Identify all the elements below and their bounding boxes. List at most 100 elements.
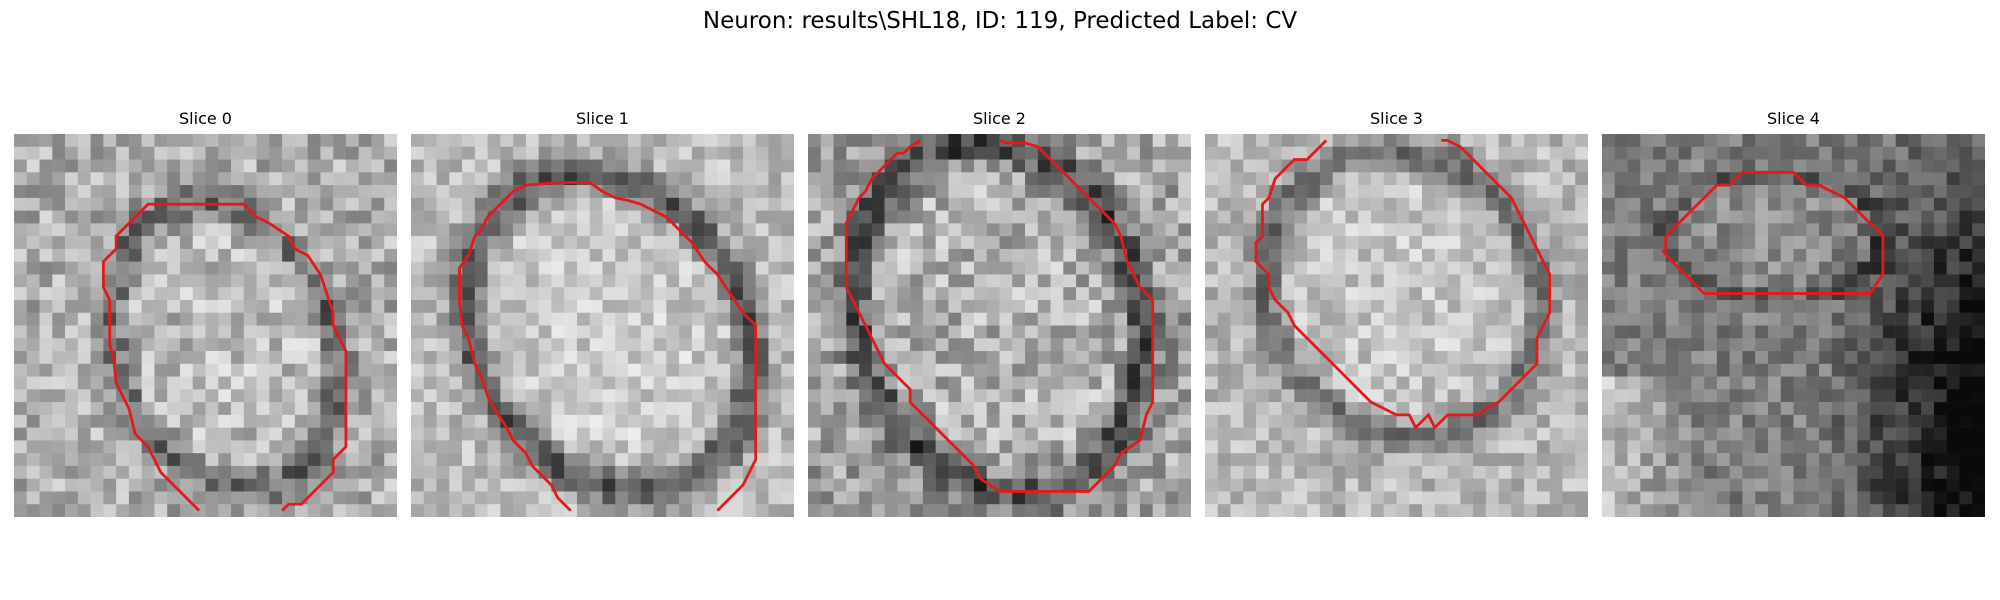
image-pixel	[1294, 287, 1308, 301]
image-pixel	[1396, 440, 1410, 454]
image-pixel	[1498, 440, 1512, 454]
slice-image	[411, 134, 794, 517]
image-pixel	[691, 427, 705, 441]
image-pixel	[961, 402, 975, 416]
image-pixel	[513, 210, 527, 224]
image-pixel	[1383, 185, 1397, 199]
image-pixel	[1409, 185, 1423, 199]
image-pixel	[77, 414, 91, 428]
image-pixel	[1217, 146, 1231, 160]
image-pixel	[179, 146, 193, 160]
image-pixel	[269, 274, 283, 288]
image-pixel	[256, 351, 270, 365]
image-pixel	[1972, 504, 1985, 517]
image-pixel	[538, 248, 552, 262]
image-pixel	[1819, 414, 1833, 428]
image-pixel	[602, 465, 616, 479]
image-pixel	[1178, 274, 1191, 288]
image-pixel	[897, 172, 911, 186]
image-pixel	[1370, 414, 1384, 428]
image-pixel	[1691, 389, 1705, 403]
image-pixel	[1101, 146, 1115, 160]
image-pixel	[1332, 134, 1346, 148]
image-pixel	[128, 389, 142, 403]
image-pixel	[128, 453, 142, 467]
image-pixel	[1025, 414, 1039, 428]
image-pixel	[1114, 287, 1128, 301]
image-pixel	[742, 146, 756, 160]
image-pixel	[846, 338, 860, 352]
image-pixel	[1217, 491, 1231, 505]
image-pixel	[294, 223, 308, 237]
image-pixel	[1101, 261, 1115, 275]
image-pixel	[65, 236, 79, 250]
image-pixel	[730, 504, 744, 517]
image-pixel	[52, 248, 66, 262]
image-pixel	[653, 159, 667, 173]
image-pixel	[742, 504, 756, 517]
image-pixel	[384, 312, 397, 326]
image-pixel	[564, 134, 578, 148]
image-pixel	[205, 236, 219, 250]
image-pixel	[1691, 504, 1705, 517]
image-pixel	[65, 274, 79, 288]
image-pixel	[1383, 312, 1397, 326]
image-pixel	[1383, 287, 1397, 301]
image-pixel	[1767, 134, 1781, 148]
image-pixel	[449, 351, 463, 365]
image-pixel	[231, 185, 245, 199]
image-pixel	[1780, 414, 1794, 428]
image-pixel	[384, 363, 397, 377]
image-pixel	[1473, 504, 1487, 517]
image-pixel	[167, 363, 181, 377]
image-pixel	[1895, 427, 1909, 441]
image-pixel	[39, 325, 53, 339]
image-pixel	[602, 134, 616, 148]
image-pixel	[358, 325, 372, 339]
image-pixel	[1524, 351, 1538, 365]
image-pixel	[871, 172, 885, 186]
image-pixel	[345, 134, 359, 148]
image-pixel	[179, 261, 193, 275]
image-pixel	[1358, 159, 1372, 173]
image-pixel	[1831, 389, 1845, 403]
image-pixel	[1857, 389, 1871, 403]
image-pixel	[935, 159, 949, 173]
image-pixel	[564, 465, 578, 479]
image-pixel	[1370, 159, 1384, 173]
image-pixel	[1819, 236, 1833, 250]
image-pixel	[1139, 376, 1153, 390]
image-pixel	[1972, 261, 1985, 275]
image-pixel	[77, 478, 91, 492]
image-pixel	[116, 274, 130, 288]
image-pixel	[1640, 134, 1654, 148]
image-pixel	[1088, 389, 1102, 403]
image-pixel	[116, 453, 130, 467]
image-pixel	[1422, 376, 1436, 390]
image-pixel	[679, 427, 693, 441]
image-pixel	[371, 146, 385, 160]
image-pixel	[65, 312, 79, 326]
image-pixel	[1434, 236, 1448, 250]
image-pixel	[1755, 504, 1769, 517]
image-pixel	[628, 261, 642, 275]
image-pixel	[1012, 376, 1026, 390]
image-pixel	[1857, 274, 1871, 288]
image-pixel	[436, 338, 450, 352]
image-pixel	[269, 236, 283, 250]
image-pixel	[116, 299, 130, 313]
image-pixel	[576, 134, 590, 148]
image-pixel	[691, 465, 705, 479]
image-pixel	[1101, 440, 1115, 454]
image-pixel	[333, 465, 347, 479]
image-pixel	[1665, 134, 1679, 148]
image-pixel	[1358, 465, 1372, 479]
image-pixel	[1422, 440, 1436, 454]
image-pixel	[1729, 210, 1743, 224]
image-pixel	[1165, 274, 1179, 288]
image-pixel	[666, 465, 680, 479]
image-pixel	[986, 223, 1000, 237]
image-pixel	[1793, 312, 1807, 326]
image-pixel	[1614, 389, 1628, 403]
image-pixel	[1678, 146, 1692, 160]
